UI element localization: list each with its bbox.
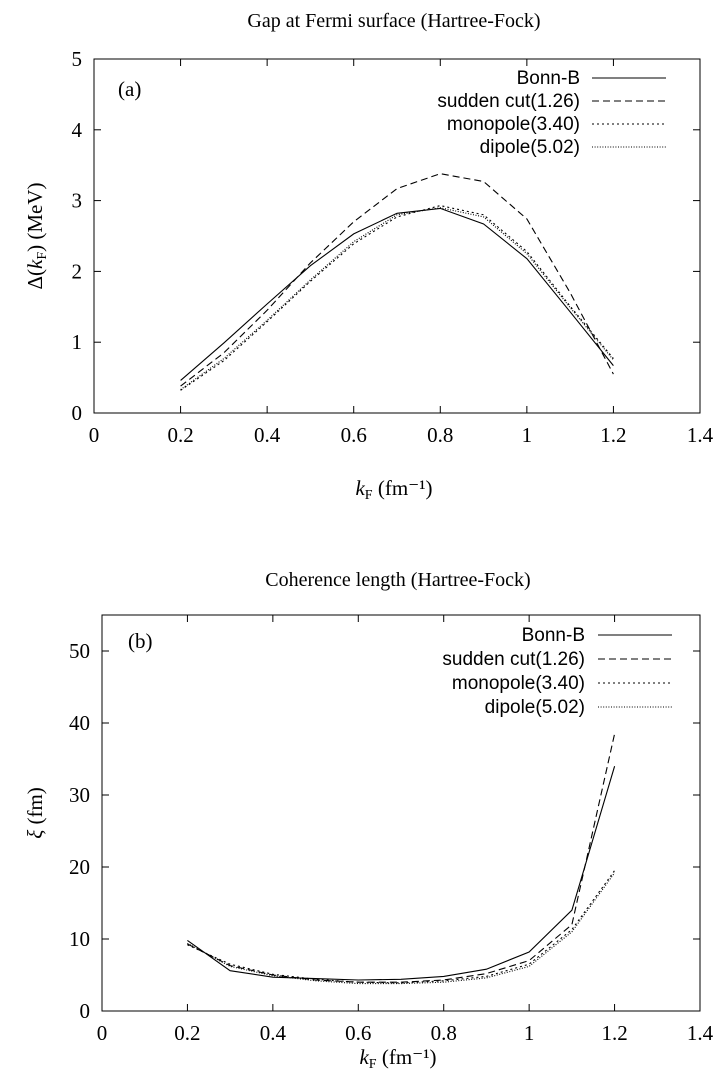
legend-label: monopole(3.40) [452,673,585,694]
y-tick-label: 5 [72,47,83,71]
chart-title: Gap at Fermi surface (Hartree-Fock) [247,10,540,32]
x-tick-label: 0.6 [341,423,367,447]
chart-panel-coherence: Coherence length (Hartree-Fock) 0 0.2 0.4 0… [23,569,714,1072]
legend-label: sudden cut(1.26) [442,649,585,670]
x-tick-label: 1 [522,423,533,447]
panel-label: (b) [128,629,153,653]
x-axis-label: kF (fm⁻¹) [359,1045,436,1072]
series-line-sudden-cut-1-26 [187,733,616,983]
x-axis-label: kF (fm⁻¹) [355,476,432,503]
plot-frame [101,614,701,1012]
chart-title: Coherence length (Hartree-Fock) [265,569,530,591]
x-tick-label: 1.4 [687,1021,714,1045]
y-tick-label: 3 [72,189,83,213]
legend-label: dipole(5.02) [485,697,585,718]
chart-panel-gap: Gap at Fermi surface (Hartree-Fock) 0 0.2… [23,10,714,503]
legend-label: dipole(5.02) [480,137,580,158]
y-tick-label: 0 [80,999,91,1023]
x-axis-label-main: k [355,476,365,500]
y-axis-label: ξ (fm) [23,787,47,839]
x-axis-label-unit: (fm⁻¹) [373,476,433,500]
series-line-dipole-5-02 [187,872,616,985]
y-axis-label-main: ξ [23,830,47,839]
x-axis-label-sub: F [369,1057,377,1072]
series-lines [187,733,616,985]
y-tick-label: 1 [72,330,83,354]
x-tick-label: 0.6 [345,1021,371,1045]
x-axis-label-unit: (fm⁻¹) [377,1045,437,1069]
x-tick-label: 0.2 [174,1021,200,1045]
x-axis-label-main: k [359,1045,369,1069]
series-line-bonn-b [180,207,614,381]
y-ticks: 0 10 20 30 40 50 [69,639,700,1023]
series-line-monopole-3-40 [187,870,616,984]
series-line-bonn-b [187,766,616,981]
y-axis-label-pre: Δ( [23,269,47,290]
panel-label: (a) [118,77,141,101]
legend: Bonn-B sudden cut(1.26) monopole(3.40) dipo… [442,625,672,718]
x-axis-label-sub: F [365,488,373,503]
legend-label: sudden cut(1.26) [437,91,580,112]
legend-label: monopole(3.40) [447,114,580,135]
x-tick-label: 0 [97,1021,108,1045]
x-ticks: 0 0.2 0.4 0.6 0.8 1 1.2 1.4 [89,59,714,447]
y-tick-label: 20 [69,855,90,879]
y-tick-label: 2 [72,259,83,283]
y-tick-label: 50 [69,639,90,663]
y-tick-label: 40 [69,711,90,735]
x-tick-label: 0.4 [254,423,281,447]
x-ticks: 0 0.2 0.4 0.6 0.8 1 1.2 1.4 [97,615,714,1045]
y-axis-label: Δ(kF) (MeV) [23,182,50,289]
y-axis-label-main: k [23,259,47,269]
series-lines [180,173,614,391]
x-tick-label: 0 [89,423,100,447]
x-tick-label: 0.4 [260,1021,287,1045]
y-ticks: 0 1 2 3 4 5 [72,47,700,425]
series-line-monopole-3-40 [180,205,614,391]
y-tick-label: 4 [72,118,83,142]
legend-label: Bonn-B [517,68,580,89]
y-axis-label-sub: F [35,252,50,260]
x-tick-label: 0.8 [427,423,453,447]
x-tick-label: 0.2 [167,423,193,447]
x-tick-label: 1 [524,1021,535,1045]
y-tick-label: 30 [69,783,90,807]
y-tick-label: 0 [72,401,83,425]
legend-label: Bonn-B [522,625,585,646]
y-axis-label-unit: ) (MeV) [23,182,47,251]
series-line-dipole-5-02 [180,207,614,391]
y-axis-label-unit: (fm) [23,787,47,830]
plot-frame [93,58,701,414]
y-tick-label: 10 [69,927,90,951]
x-tick-label: 0.8 [431,1021,457,1045]
x-tick-label: 1.2 [601,1021,627,1045]
x-tick-label: 1.2 [600,423,626,447]
x-tick-label: 1.4 [687,423,714,447]
